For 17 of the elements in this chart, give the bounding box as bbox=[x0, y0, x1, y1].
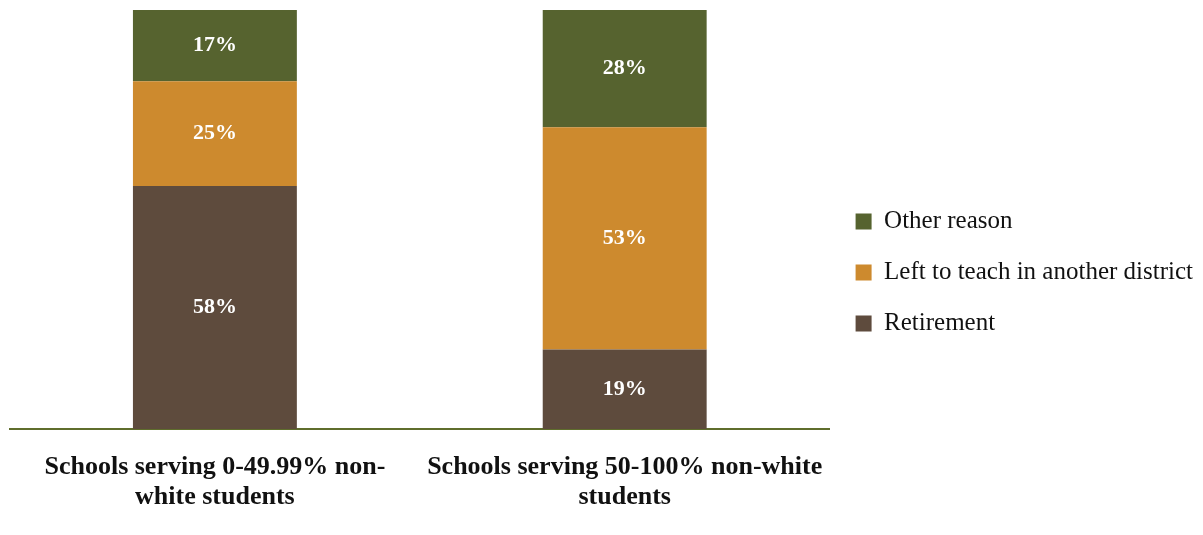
data-label: 19% bbox=[602, 374, 647, 400]
bar bbox=[132, 185, 297, 429]
x-tick-label: Schools serving 50-100% non-white students bbox=[427, 450, 823, 510]
legend-label: Left to teach in another district bbox=[884, 257, 1194, 285]
bar bbox=[542, 127, 707, 350]
legend-label: Retirement bbox=[884, 308, 996, 336]
data-label: 25% bbox=[192, 119, 237, 145]
bar bbox=[132, 10, 297, 82]
bar bbox=[542, 10, 707, 128]
data-label: 28% bbox=[602, 54, 647, 80]
bar bbox=[132, 81, 297, 186]
data-label: 17% bbox=[192, 31, 237, 57]
legend-label: Other reason bbox=[884, 206, 1014, 234]
data-label: 53% bbox=[602, 224, 647, 250]
bar bbox=[542, 349, 707, 429]
data-label: 58% bbox=[192, 293, 237, 319]
x-tick-label: Schools serving 0-49.99% non-white students bbox=[44, 450, 386, 510]
